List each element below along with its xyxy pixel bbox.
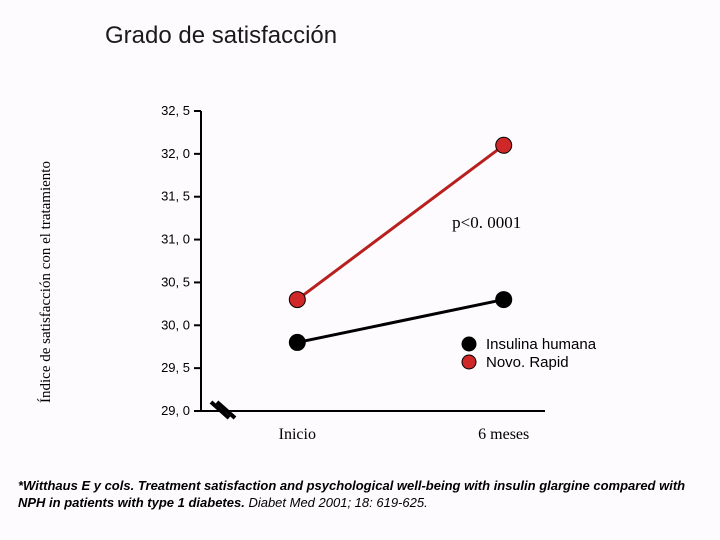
legend-item: Insulina humana (460, 335, 596, 353)
data-marker (289, 292, 305, 308)
legend-item: Novo. Rapid (460, 353, 596, 371)
y-tick-label: 32, 5 (161, 103, 190, 118)
y-tick-label: 29, 5 (161, 360, 190, 375)
legend-marker-icon (460, 335, 478, 353)
data-marker (496, 292, 512, 308)
y-tick-label: 30, 5 (161, 274, 190, 289)
chart-svg: 29, 029, 530, 030, 531, 031, 532, 032, 5… (145, 111, 575, 431)
data-marker (289, 334, 305, 350)
legend-label: Novo. Rapid (486, 354, 569, 371)
y-tick-label: 29, 0 (161, 403, 190, 418)
legend-marker-icon (460, 353, 478, 371)
x-category-label: 6 meses (478, 426, 529, 443)
p-value-annotation: p<0. 0001 (452, 213, 521, 232)
page-title: Grado de satisfacción (105, 22, 337, 50)
slide: Grado de satisfacción Índice de satisfac… (0, 0, 720, 540)
y-tick-label: 32, 0 (161, 146, 190, 161)
legend: Insulina humanaNovo. Rapid (460, 335, 596, 371)
x-category-label: Inicio (279, 426, 316, 443)
y-tick-label: 31, 5 (161, 189, 190, 204)
citation-prefix: *Witthaus E y cols. (18, 478, 138, 493)
y-tick-label: 30, 0 (161, 317, 190, 332)
citation: *Witthaus E y cols. Treatment satisfacti… (18, 477, 702, 512)
data-marker (496, 137, 512, 153)
citation-tail: Diabet Med 2001; 18: 619-625. (248, 495, 427, 510)
y-axis-label: Índice de satisfacción con el tratamient… (38, 161, 55, 403)
y-tick-label: 31, 0 (161, 232, 190, 247)
legend-label: Insulina humana (486, 336, 596, 353)
